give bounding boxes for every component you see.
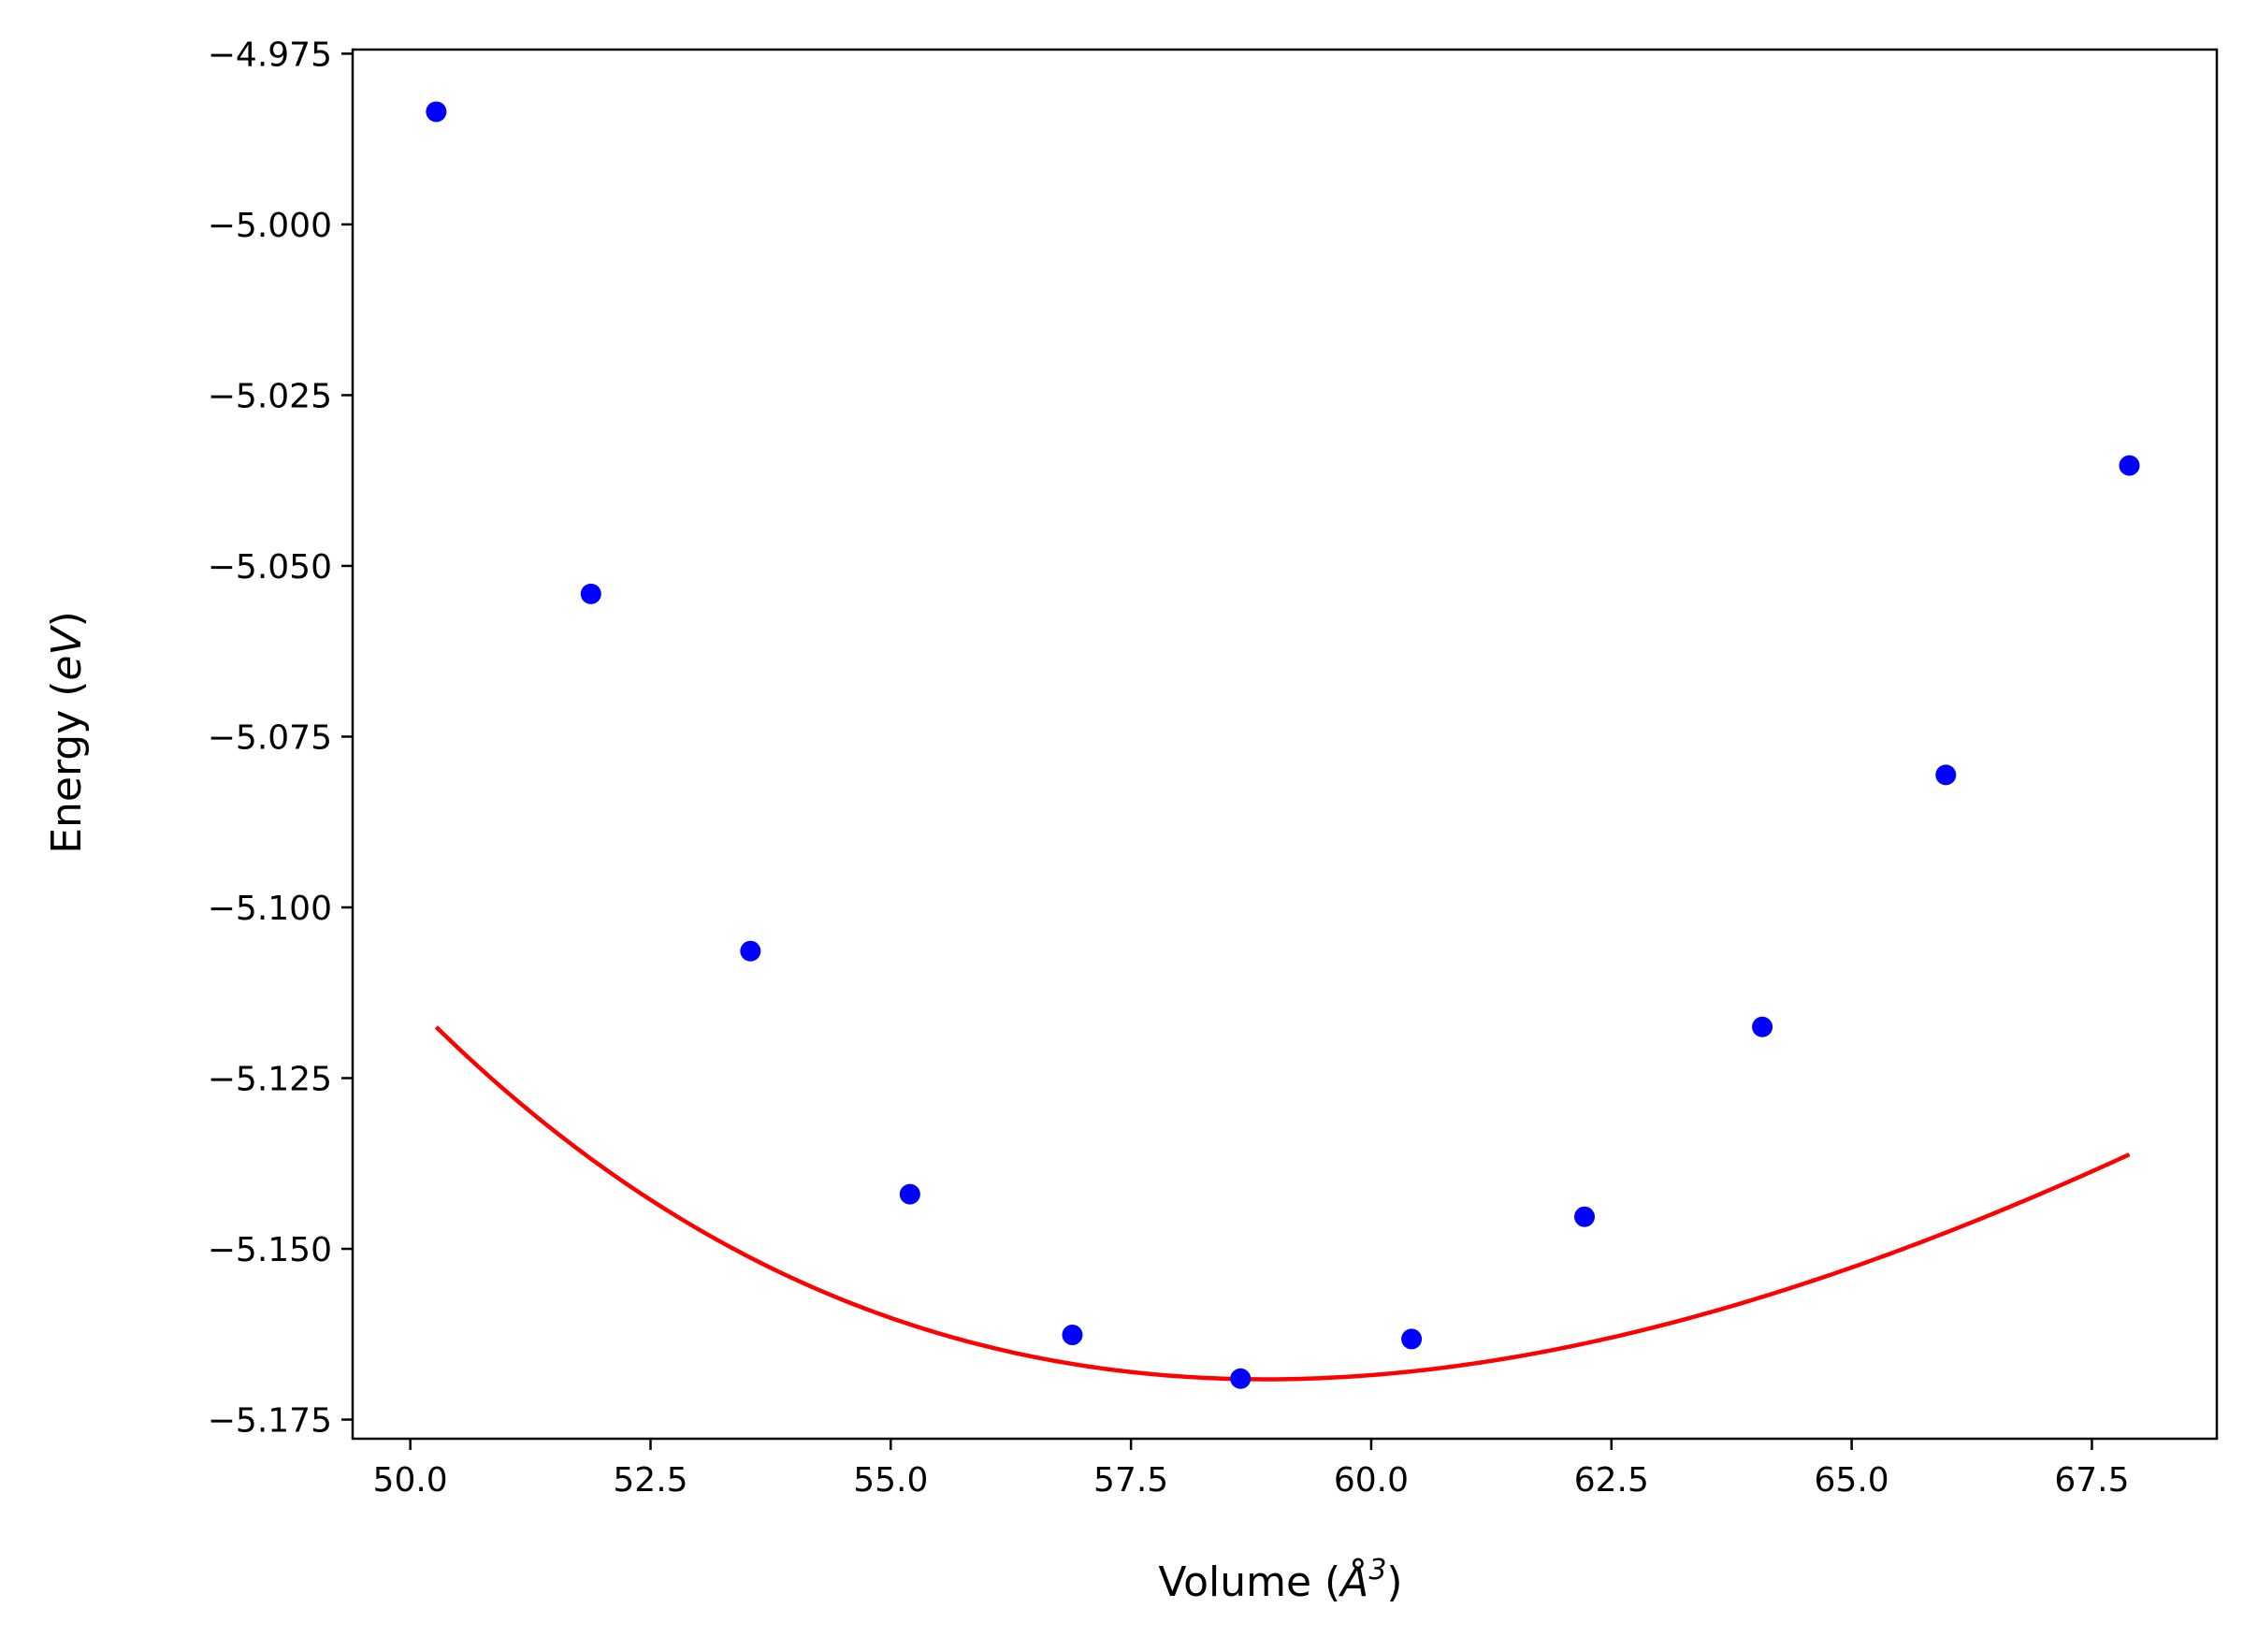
- y-tick-label: −5.100: [208, 890, 332, 928]
- x-tick-label: 60.0: [1334, 1461, 1409, 1500]
- x-tick-label: 52.5: [613, 1461, 687, 1500]
- x-axis-ticks: 50.0 52.5 55.0 57.5 60.0 62.5 65.0 67.5: [373, 1439, 2130, 1500]
- y-tick-label: −5.000: [208, 207, 332, 245]
- x-tick-label: 55.0: [853, 1461, 928, 1500]
- x-tick-label: 62.5: [1574, 1461, 1649, 1500]
- y-tick-label: −4.975: [208, 36, 332, 74]
- y-tick-label: −5.175: [208, 1402, 332, 1441]
- data-point: [580, 583, 601, 604]
- data-point: [426, 101, 447, 123]
- data-point: [899, 1183, 920, 1205]
- x-axis-label: Volume (Å3): [1158, 1554, 1402, 1606]
- data-point: [1401, 1328, 1423, 1350]
- x-tick-label: 50.0: [373, 1461, 448, 1500]
- data-point: [2119, 455, 2140, 476]
- fit-curve-layer: [434, 1025, 2131, 1382]
- data-point: [1230, 1368, 1252, 1389]
- y-tick-label: −5.075: [208, 718, 332, 757]
- y-axis-label: Energy (eV): [43, 611, 91, 854]
- data-point: [1752, 1016, 1773, 1037]
- y-tick-label: −5.125: [208, 1061, 332, 1099]
- fit-curve: [434, 1025, 2131, 1382]
- data-point: [1062, 1325, 1083, 1346]
- data-point: [1574, 1206, 1596, 1227]
- axes-frame: [351, 48, 2219, 1441]
- x-tick-label: 65.0: [1815, 1461, 1889, 1500]
- y-tick-label: −5.150: [208, 1231, 332, 1269]
- y-tick-label: −5.025: [208, 377, 332, 415]
- y-axis-ticks: −4.975 −5.000 −5.025 −5.050 −5.075 −5.100 −5.1…: [208, 36, 353, 1441]
- data-points-layer: [426, 101, 2140, 1389]
- data-point: [740, 940, 761, 962]
- y-tick-label: −5.050: [208, 548, 332, 587]
- x-tick-label: 67.5: [2054, 1461, 2129, 1500]
- data-point: [1935, 764, 1957, 786]
- x-tick-label: 57.5: [1093, 1461, 1168, 1500]
